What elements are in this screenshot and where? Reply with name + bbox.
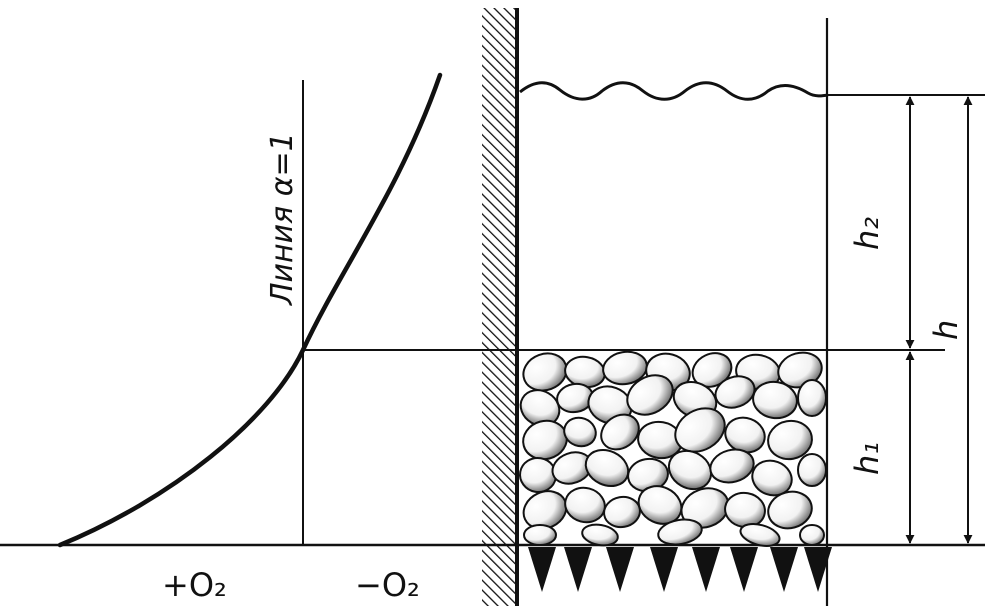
container-wall — [482, 8, 519, 606]
stone — [799, 524, 825, 546]
drain-arrow — [770, 547, 798, 592]
alpha-line-label: Линия α=1 — [265, 132, 300, 306]
stone — [767, 490, 813, 530]
stone — [709, 448, 755, 484]
stone — [667, 449, 713, 491]
filter-bed-stones — [519, 350, 827, 547]
h2-label: h₂ — [848, 217, 886, 250]
stone — [739, 523, 781, 547]
drain-arrow — [650, 547, 678, 592]
stone — [581, 523, 619, 547]
stone — [674, 407, 726, 453]
stone — [519, 389, 561, 427]
drain-arrow — [528, 547, 556, 592]
stone — [637, 485, 683, 525]
drainage-arrows — [528, 547, 832, 592]
stone — [626, 374, 674, 416]
oxygen-curve — [57, 72, 443, 548]
stone — [564, 486, 606, 524]
stone — [797, 379, 827, 417]
drain-arrow — [730, 547, 758, 592]
stone — [797, 453, 827, 487]
stone — [714, 375, 756, 409]
stone — [523, 524, 557, 546]
h-label: h — [927, 320, 965, 340]
stone — [603, 495, 641, 529]
drain-arrow — [606, 547, 634, 592]
stone — [600, 413, 640, 451]
drain-arrow — [804, 547, 832, 592]
stone — [657, 518, 703, 546]
stone — [563, 416, 597, 448]
h1-label: h₁ — [848, 442, 886, 475]
positive-oxygen-label: +O₂ — [162, 566, 227, 604]
stone — [752, 380, 798, 420]
negative-oxygen-label: −O₂ — [355, 566, 420, 604]
stone — [751, 459, 793, 497]
stone — [767, 419, 813, 461]
stone — [584, 449, 630, 487]
drain-arrow — [564, 547, 592, 592]
drain-arrow — [692, 547, 720, 592]
water-surface — [519, 81, 829, 101]
